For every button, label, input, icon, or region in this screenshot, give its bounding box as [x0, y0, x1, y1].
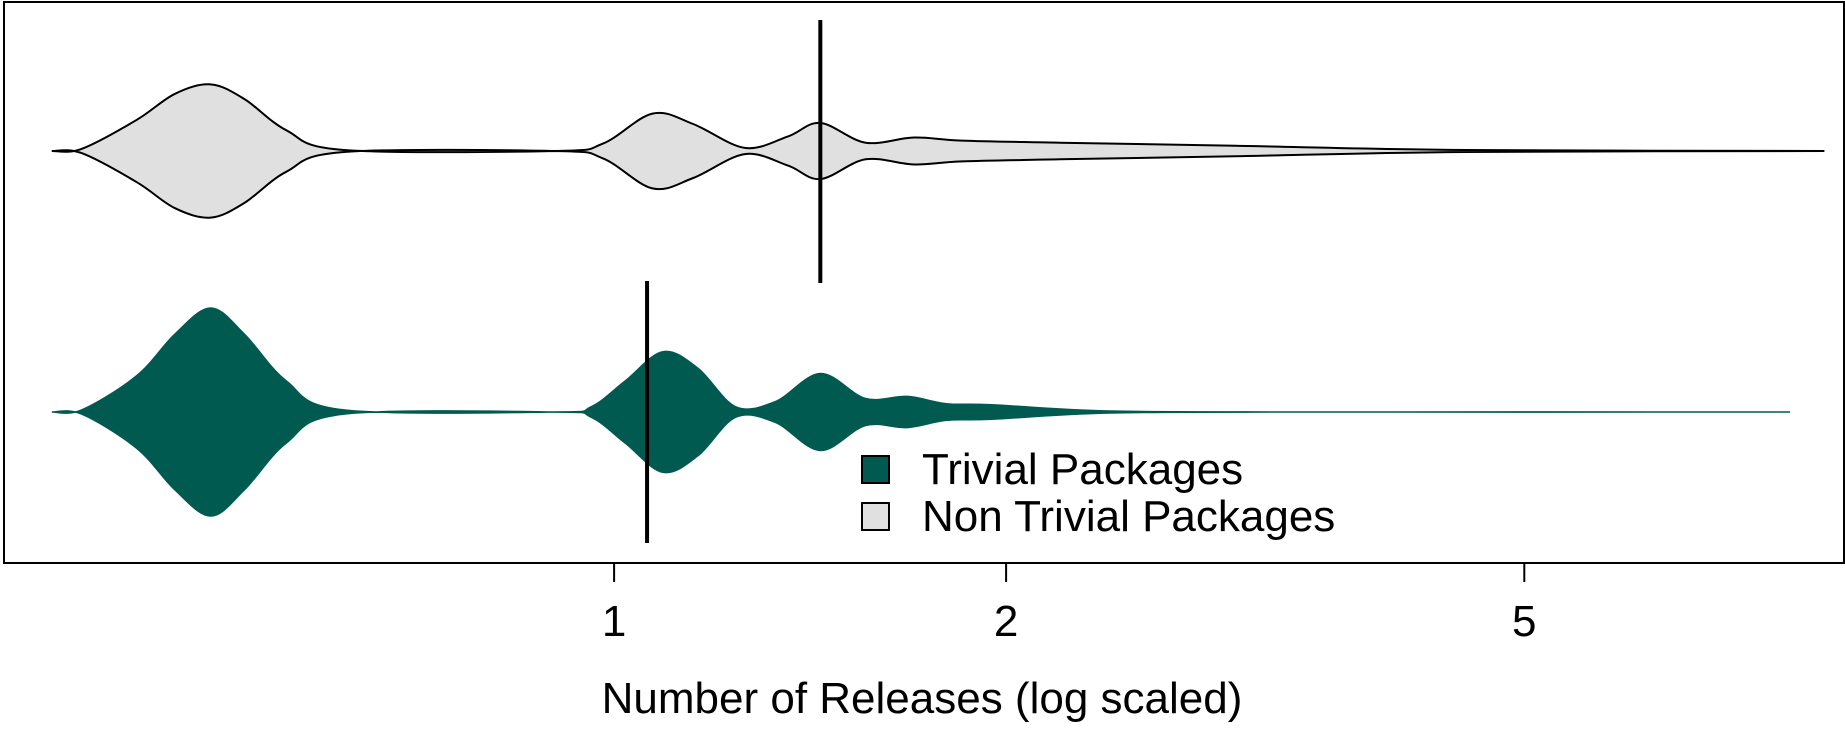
- violin-trivial-packages: [51, 307, 1791, 517]
- medians-layer: [645, 20, 823, 543]
- legend-label: Non Trivial Packages: [922, 492, 1335, 541]
- violins-layer: [51, 83, 1825, 517]
- x-axis-title: Number of Releases (log scaled): [602, 674, 1243, 723]
- legend-swatch: [861, 455, 890, 484]
- x-tick-label: 1: [602, 597, 626, 646]
- x-tick-label: 2: [994, 597, 1018, 646]
- legend-label: Trivial Packages: [922, 445, 1243, 494]
- x-axis: 1 2 5: [602, 563, 1537, 646]
- plot-frame: [3, 1, 1845, 564]
- legend-swatch: [861, 502, 890, 531]
- violin-non-trivial-packages: [51, 83, 1825, 219]
- x-tick-label: 5: [1512, 597, 1536, 646]
